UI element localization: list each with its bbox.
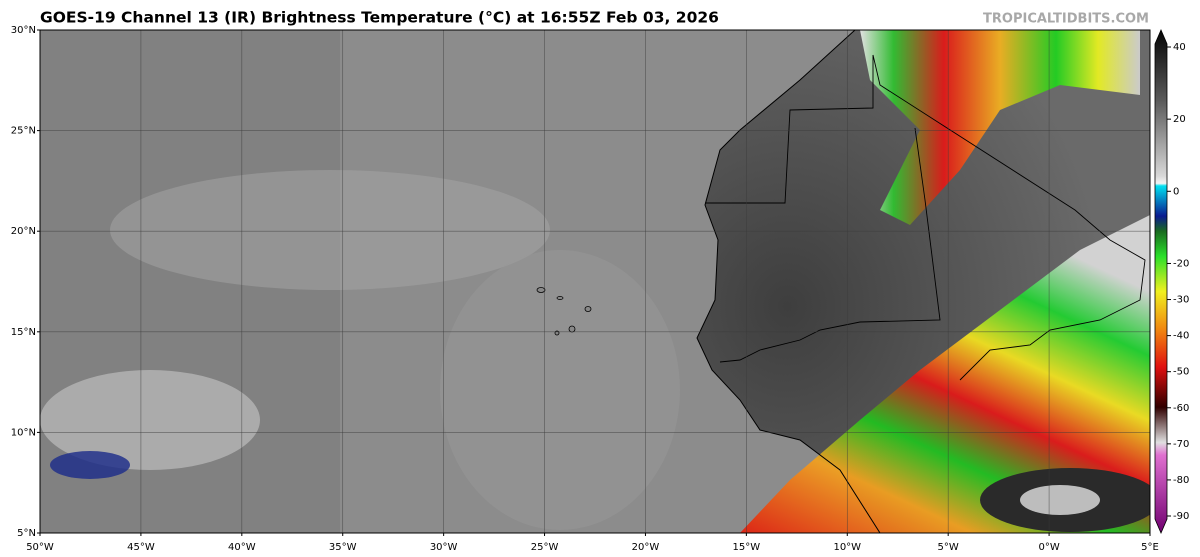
- lon-label: 45°W: [127, 542, 155, 553]
- lat-label: 10°N: [11, 427, 36, 438]
- border: [719, 127, 941, 363]
- lat-label: 5°N: [17, 528, 36, 539]
- lon-label: 10°W: [833, 542, 861, 553]
- cloud-field: [110, 170, 550, 290]
- lat-label: 30°N: [11, 25, 36, 36]
- colorbar-label: -20: [1173, 258, 1189, 269]
- colorbar-label: -40: [1173, 331, 1189, 342]
- lon-label: 35°W: [329, 542, 357, 553]
- lon-label: 5°E: [1141, 542, 1159, 553]
- lon-label: 5°W: [938, 542, 959, 553]
- island: [584, 306, 592, 312]
- colorbar-label: 20: [1173, 114, 1186, 125]
- island: [568, 325, 576, 333]
- colorbar-label: 0: [1173, 186, 1179, 197]
- lon-label: 15°W: [733, 542, 761, 553]
- border: [705, 54, 1146, 381]
- lon-label: 50°W: [26, 542, 54, 553]
- island: [536, 287, 546, 293]
- map-frame: [39, 29, 1151, 534]
- colorbar-label: -70: [1173, 439, 1189, 450]
- imagery: [40, 30, 1150, 533]
- cloud-field: [40, 370, 260, 470]
- lon-label: 25°W: [531, 542, 559, 553]
- colorbar-label: 40: [1173, 42, 1186, 53]
- cloud-band: [860, 30, 1140, 225]
- watermark: TROPICALTIDBITS.COM: [983, 12, 1149, 27]
- lon-label: 30°W: [430, 542, 458, 553]
- island: [556, 296, 564, 300]
- lat-label: 25°N: [11, 126, 36, 137]
- colorbar-label: -30: [1173, 295, 1189, 306]
- colorbar-label: -90: [1173, 511, 1189, 522]
- cloud-band: [740, 215, 1150, 533]
- colorbar-label: -50: [1173, 367, 1189, 378]
- coastline: [696, 30, 881, 533]
- cloud-cold: [50, 451, 130, 479]
- cloud-field: [440, 250, 680, 530]
- colorbar-label: -60: [1173, 403, 1189, 414]
- title: GOES-19 Channel 13 (IR) Brightness Tempe…: [40, 9, 719, 27]
- lon-label: 0°W: [1038, 542, 1059, 553]
- cloud-cold: [1020, 485, 1100, 515]
- colorbar-scale: [1154, 28, 1168, 535]
- graticule: [40, 30, 1150, 533]
- lon-label: 40°W: [228, 542, 256, 553]
- lat-label: 20°N: [11, 226, 36, 237]
- lat-label: 15°N: [11, 327, 36, 338]
- colorbar-label: -80: [1173, 475, 1189, 486]
- lon-label: 20°W: [632, 542, 660, 553]
- colorbar: [1154, 28, 1168, 535]
